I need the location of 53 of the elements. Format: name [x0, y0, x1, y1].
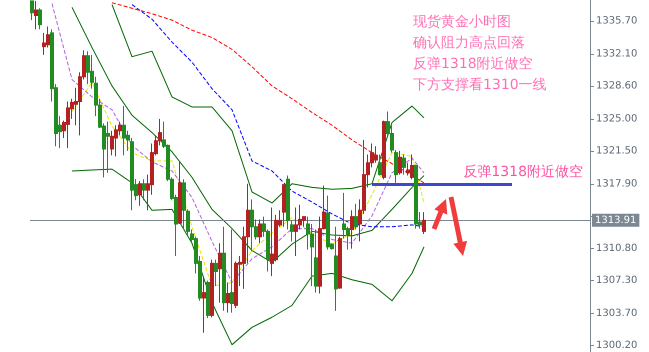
y-tick-label: 1303.70 [596, 308, 638, 320]
candlestick [422, 212, 426, 235]
y-tick-label: 1321.50 [596, 145, 638, 156]
candlestick [30, 0, 34, 21]
candlestick [270, 207, 274, 277]
ref-line-label: 1313.91 [595, 214, 636, 226]
candlestick [222, 226, 226, 312]
candlestick [218, 242, 222, 304]
y-tick-label: 1332.10 [596, 48, 638, 60]
candlestick [138, 180, 142, 206]
y-tick-label: 1325.00 [596, 113, 638, 124]
candlestick [410, 154, 414, 180]
annotation: 反弹1318附近做空 [413, 55, 534, 74]
candlestick [282, 184, 286, 228]
candlestick [326, 195, 330, 250]
candlestick [214, 259, 218, 287]
candlestick [114, 124, 118, 157]
y-tick-label: 1300.20 [596, 340, 638, 352]
candlestick [122, 106, 126, 156]
candlestick [226, 282, 230, 314]
candlestick [338, 236, 342, 290]
annotation: 确认阻力高点回落 [413, 34, 526, 53]
candlestick [210, 259, 214, 318]
candlestick [258, 218, 262, 244]
candlestick [378, 154, 382, 176]
candlestick [206, 280, 210, 319]
y-tick-label: 1328.60 [596, 80, 638, 92]
candlestick [250, 198, 254, 252]
text: 现货黄金小时图 [413, 13, 512, 32]
candlestick [294, 207, 298, 256]
candlestick [142, 178, 146, 201]
y-tick-label: 1335.70 [596, 16, 638, 27]
y-tick-label: 1310.80 [596, 243, 638, 254]
candlestick [86, 50, 90, 85]
candlestick [106, 121, 110, 174]
candlestick [230, 228, 234, 314]
candlestick [178, 160, 182, 224]
candlestick [34, 0, 38, 30]
candlestick [374, 146, 378, 164]
candlestick [402, 154, 406, 176]
candlestick [334, 226, 338, 312]
candlestick [414, 164, 418, 230]
candlestick [350, 210, 354, 250]
ref-line-label: 反弹1318附近做空 [463, 164, 583, 180]
candlestick [38, 8, 42, 30]
annotation: 下方支撑看1310一线 [413, 76, 547, 95]
candlestick [398, 150, 402, 176]
y-tick-label: 1317.90 [596, 178, 638, 190]
candlestick [66, 100, 70, 149]
candlestick [354, 203, 358, 230]
y-tick-label: 1307.30 [596, 275, 638, 286]
candlestick [382, 120, 386, 180]
candlestick [202, 276, 206, 334]
